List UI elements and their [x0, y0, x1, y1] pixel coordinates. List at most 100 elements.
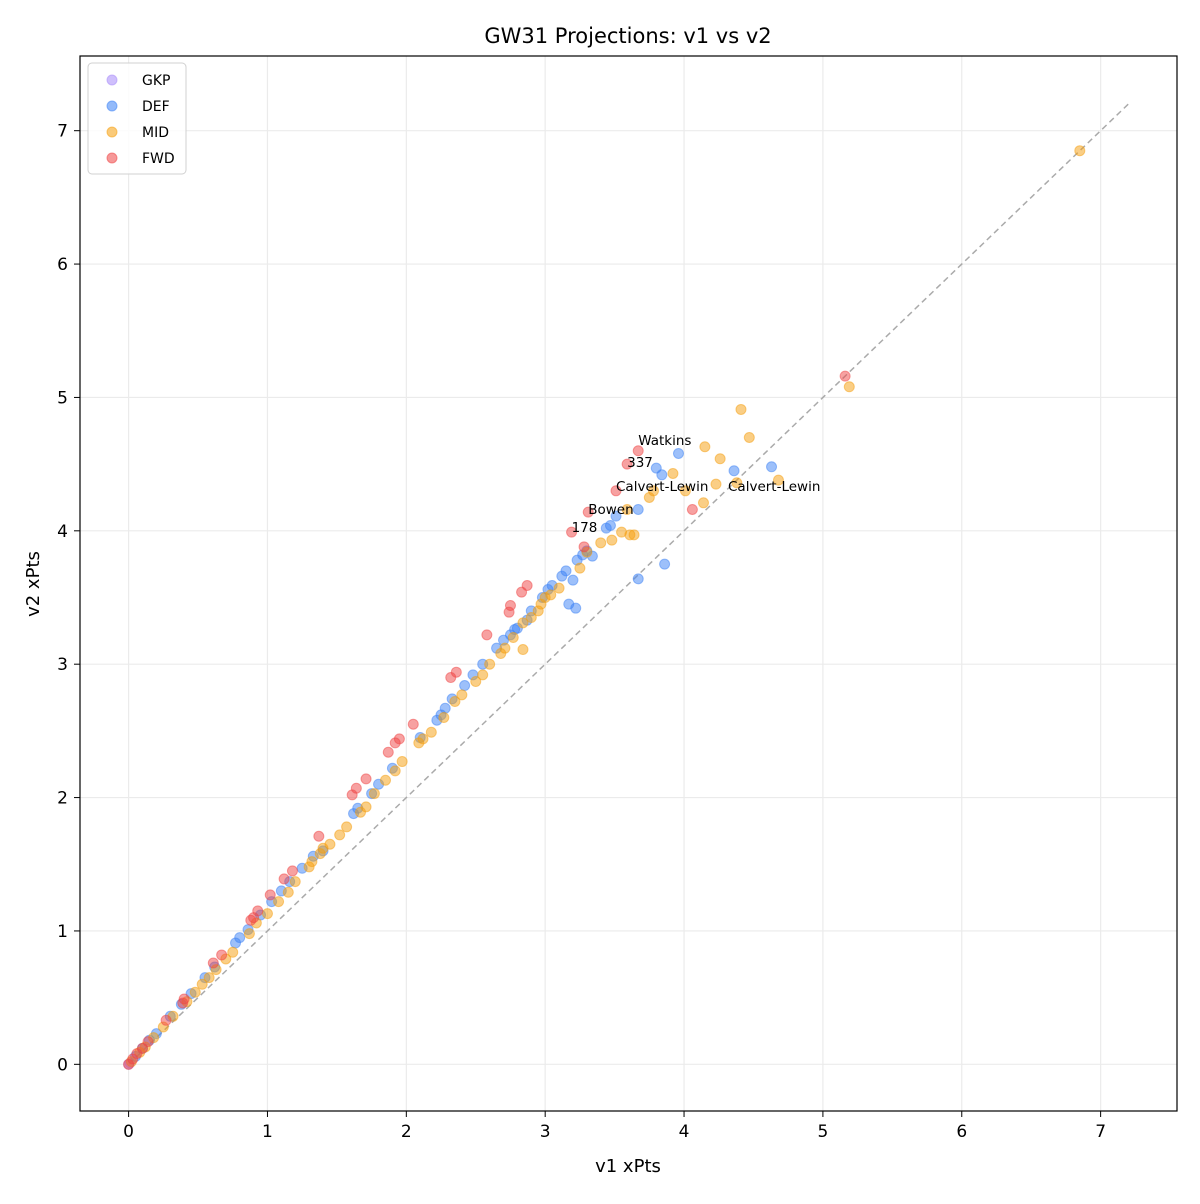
point-fwd — [142, 1036, 154, 1048]
point-fwd — [313, 830, 325, 842]
point-mid — [731, 477, 743, 489]
point-mid — [499, 642, 511, 654]
point-mid — [743, 431, 755, 443]
point-mid — [203, 972, 215, 984]
point-mid — [334, 829, 346, 841]
point-mid — [679, 485, 691, 497]
point-def — [610, 510, 622, 522]
point-mid — [517, 617, 529, 629]
point-fwd — [481, 629, 493, 641]
point-fwd — [178, 993, 190, 1005]
legend-box — [87, 62, 187, 175]
annotation-label: Calvert-Lewin — [728, 479, 820, 495]
point-fwd — [160, 1014, 172, 1026]
point-mid — [484, 658, 496, 670]
point-fwd — [216, 949, 228, 961]
point-fwd — [632, 445, 644, 457]
x-tick-label: 7 — [1095, 1122, 1106, 1142]
point-fwd — [207, 957, 219, 969]
point-def — [766, 461, 778, 473]
point-mid — [647, 485, 659, 497]
reference-line-diagonal — [128, 103, 1129, 1065]
point-mid — [667, 467, 679, 479]
annotation-label: Calvert-Lewin — [616, 479, 708, 495]
legend-label: DEF — [142, 99, 170, 115]
point-fwd — [504, 600, 516, 612]
point-mid — [341, 821, 353, 833]
point-mid — [196, 978, 208, 990]
point-mid — [772, 474, 784, 486]
point-mid — [306, 856, 318, 868]
point-fwd — [578, 541, 590, 553]
y-tick-label: 6 — [57, 255, 68, 275]
x-tick-label: 6 — [956, 1122, 967, 1142]
point-mid — [595, 537, 607, 549]
y-axis-label: v2 xPts — [23, 551, 44, 617]
legend-marker-fwd — [106, 152, 118, 164]
point-mid — [282, 886, 294, 898]
point-def — [570, 602, 582, 614]
x-tick-label: 4 — [679, 1122, 690, 1142]
point-fwd — [839, 370, 851, 382]
annotation-label: 178 — [572, 520, 598, 536]
legend: GKP DEF MID FWD — [87, 62, 187, 175]
plot-frame — [79, 55, 1178, 1112]
point-fwd — [393, 733, 405, 745]
point-mid — [324, 838, 336, 850]
point-mid — [517, 644, 529, 656]
point-def — [560, 565, 572, 577]
point-mid — [189, 986, 201, 998]
x-tick-label: 1 — [262, 1122, 273, 1142]
point-fwd — [566, 526, 578, 538]
point-def — [672, 447, 684, 459]
chart-title: GW31 Projections: v1 vs v2 — [484, 24, 771, 48]
x-tick-label: 0 — [123, 1122, 134, 1142]
point-fwd — [521, 580, 533, 592]
point-mid — [628, 529, 640, 541]
point-fwd — [278, 873, 290, 885]
point-mid — [438, 712, 450, 724]
y-tick-label: 5 — [57, 388, 68, 408]
point-def — [567, 574, 579, 586]
y-tick-label: 4 — [57, 522, 68, 542]
annotation-label: 337 — [627, 455, 653, 471]
legend-marker-mid — [106, 126, 118, 138]
axis-ticks: 0 1 2 3 4 5 6 7 0 1 2 3 4 5 6 7 — [57, 122, 1106, 1142]
point-def — [659, 558, 671, 570]
legend-marker-def — [106, 100, 118, 112]
point-mid — [396, 756, 408, 768]
point-mid — [227, 946, 239, 958]
point-mid — [710, 478, 722, 490]
legend-label: FWD — [142, 151, 175, 167]
y-tick-label: 7 — [57, 122, 68, 142]
point-mid — [507, 632, 519, 644]
x-axis-label: v1 xPts — [595, 1156, 661, 1177]
legend-marker-gkp — [106, 74, 118, 86]
point-mid — [379, 774, 391, 786]
point-fwd — [582, 506, 594, 518]
point-def — [459, 680, 471, 692]
point-mid — [553, 582, 565, 594]
point-mid — [735, 403, 747, 415]
point-def — [632, 503, 644, 515]
point-mid — [525, 612, 537, 624]
point-fwd — [610, 485, 622, 497]
annotation-label: Watkins — [638, 433, 691, 449]
point-fwd — [350, 782, 362, 794]
point-fwd — [450, 666, 462, 678]
point-def — [728, 465, 740, 477]
point-fwd — [407, 718, 419, 730]
point-fwd — [360, 773, 372, 785]
point-mid — [470, 676, 482, 688]
point-mid — [425, 726, 437, 738]
point-fwd — [621, 458, 633, 470]
x-tick-label: 3 — [540, 1122, 551, 1142]
point-fwd — [382, 746, 394, 758]
y-tick-label: 3 — [57, 655, 68, 675]
point-def — [234, 932, 246, 944]
point-mid — [289, 876, 301, 888]
point-mid — [843, 381, 855, 393]
point-mid — [606, 534, 618, 546]
point-mid — [368, 788, 380, 800]
